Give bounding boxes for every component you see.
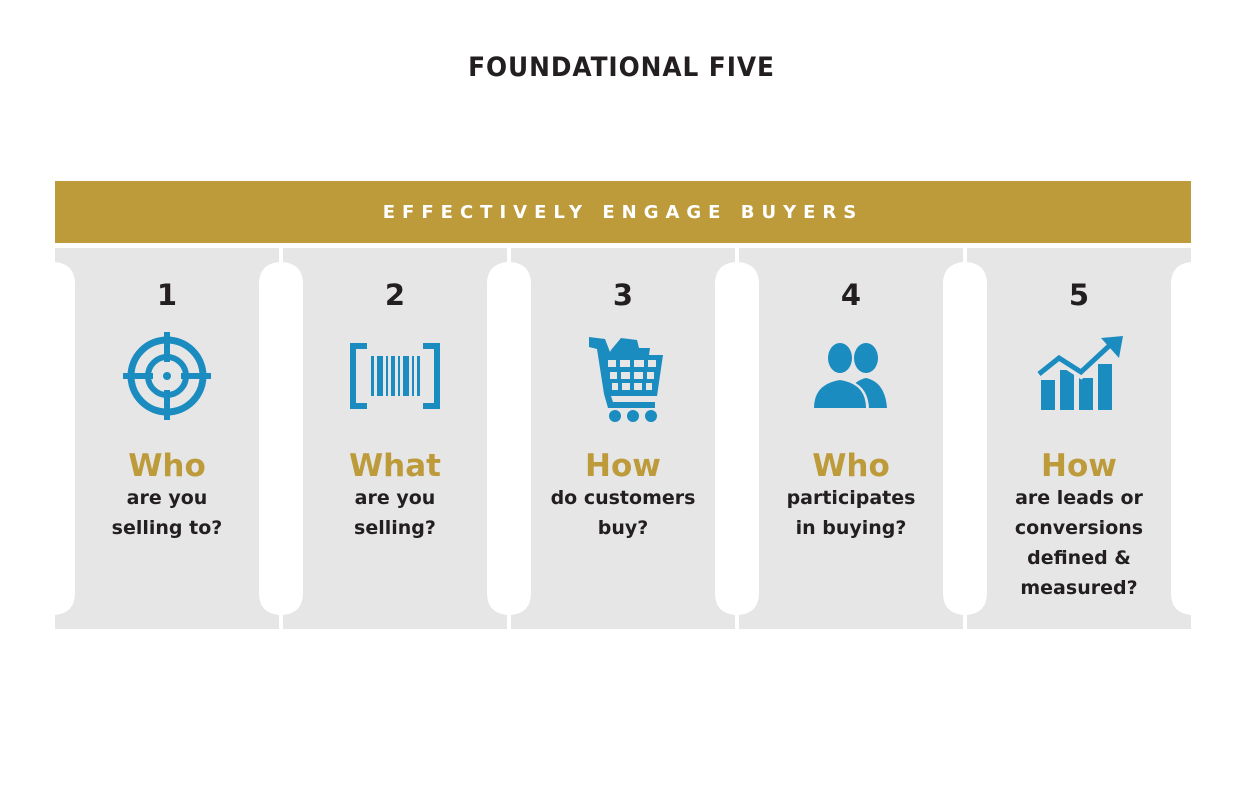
pillar-shape (511, 248, 735, 629)
pillar-heading: Who (128, 448, 206, 484)
pillar-1: 1 Who are you selling to? (55, 248, 279, 629)
pillar-content: 2 What are you selling? (303, 248, 487, 543)
pillar-4: 4 Who participates in buying? (739, 248, 963, 629)
pillar-body: are you selling? (354, 487, 436, 539)
pillar-heading: How (1041, 448, 1117, 484)
shopping-cart-icon (589, 337, 663, 422)
pillar-heading: How (585, 448, 661, 484)
pillar-content: 5 How are leads or conversions defined &… (987, 248, 1171, 603)
barcode-icon (350, 343, 440, 409)
banner: EFFECTIVELY ENGAGE BUYERS (55, 181, 1191, 243)
pillar-content: 4 Who participates in buying? (759, 248, 943, 543)
pillar-content: 1 Who are you selling to? (75, 248, 259, 543)
pillar-number: 4 (840, 278, 862, 312)
banner-text: EFFECTIVELY ENGAGE BUYERS (382, 201, 864, 223)
target-icon (123, 332, 211, 420)
growth-chart-icon (1036, 336, 1123, 410)
pillar-body: are you selling to? (111, 487, 223, 539)
pillar-number: 3 (612, 278, 634, 312)
pillar-shape (55, 248, 279, 629)
pillar-heading: What (348, 448, 441, 484)
pillar-number: 5 (1068, 278, 1090, 312)
pillar-shape (283, 248, 507, 629)
pillar-shape (739, 248, 963, 629)
pillar-body: are leads or conversions defined & measu… (1014, 487, 1144, 599)
pillar-heading: Who (812, 448, 890, 484)
pillar-5: 5 How are leads or conversions defined &… (967, 248, 1191, 629)
pillar-shape (967, 248, 1191, 629)
pillar-3: 3 How do customers buy? (511, 248, 735, 629)
pillar-body: participates in buying? (786, 487, 916, 539)
pillar-number: 1 (156, 278, 178, 312)
pillar-number: 2 (384, 278, 406, 312)
people-icon (811, 341, 887, 410)
pillar-body: do customers buy? (550, 487, 696, 539)
pillar-2: 2 What are you selling? (283, 248, 507, 629)
page-title: FOUNDATIONAL FIVE (468, 52, 775, 83)
pillar-content: 3 How do customers buy? (531, 248, 715, 543)
